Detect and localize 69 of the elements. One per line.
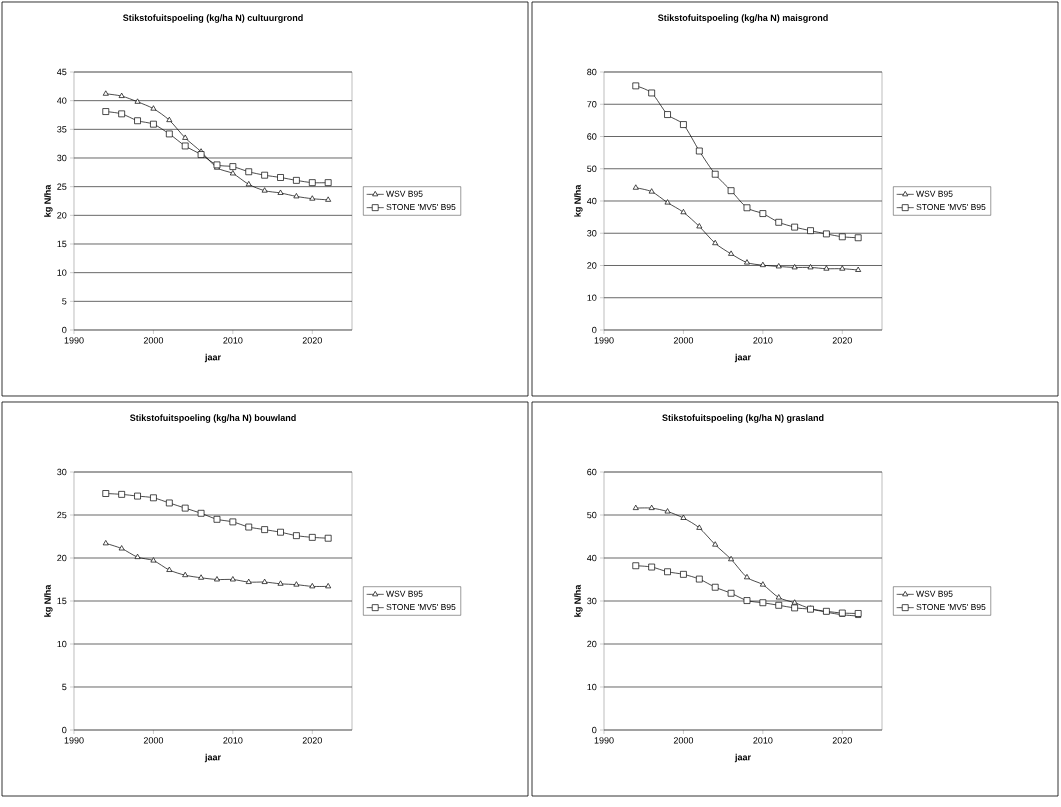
y-tick-label: 0 [62, 726, 67, 734]
legend-label: STONE 'MV5' B95 [386, 604, 456, 611]
y-tick-label: 50 [587, 165, 597, 172]
x-axis-title: jaar [204, 753, 221, 763]
y-axis-title: kg N/ha [574, 584, 583, 617]
y-tick-label: 30 [587, 230, 597, 237]
y-tick-label: 40 [587, 197, 597, 205]
y-tick-label: 20 [587, 640, 597, 648]
legend-label: WSV B95 [916, 590, 953, 597]
chart-title: Stikstofuitspoeling (kg/ha N) grasland [662, 414, 824, 423]
y-tick-label: 60 [587, 133, 597, 140]
legend-label: STONE 'MV5' B95 [916, 604, 986, 611]
y-tick-label: 30 [57, 154, 67, 162]
y-tick-label: 45 [56, 68, 67, 76]
y-tick-label: 20 [57, 212, 67, 219]
y-tick-label: 5 [62, 298, 67, 305]
y-tick-label: 10 [587, 294, 597, 301]
chart-title: Stikstofuitspoeling (kg/ha N) bouwland [130, 414, 296, 423]
y-tick-label: 5 [62, 683, 67, 691]
x-axis-title: jaar [734, 753, 751, 763]
chart-title: Stikstofuitspoeling (kg/ha N) maisgrond [658, 14, 828, 23]
x-tick-label: 2010 [753, 737, 773, 744]
legend-label: STONE 'MV5' B95 [386, 204, 456, 211]
x-tick-label: 2010 [223, 337, 243, 344]
y-axis-title: kg N/ha [44, 584, 53, 617]
x-tick-label: 1990 [64, 737, 84, 744]
x-tick-label: 2000 [673, 337, 694, 344]
x-tick-label: 2020 [302, 337, 322, 344]
legend-label: STONE 'MV5' B95 [916, 204, 986, 211]
y-tick-label: 80 [587, 68, 597, 76]
y-tick-label: 10 [57, 269, 67, 276]
x-tick-label: 2010 [223, 737, 243, 744]
legend-label: WSV B95 [916, 190, 953, 197]
legend-label: WSV B95 [386, 590, 423, 597]
y-tick-label: 10 [57, 640, 67, 648]
y-tick-label: 40 [587, 554, 597, 562]
x-tick-label: 2010 [753, 337, 773, 344]
y-tick-label: 10 [587, 683, 597, 691]
chart-title: Stikstofuitspoeling (kg/ha N) cultuurgrond [123, 14, 303, 23]
y-tick-label: 0 [592, 326, 597, 334]
x-tick-label: 2000 [143, 737, 164, 744]
y-tick-label: 20 [587, 262, 597, 269]
y-tick-label: 30 [57, 468, 67, 476]
y-tick-label: 15 [57, 240, 67, 248]
y-tick-label: 0 [62, 326, 67, 334]
x-tick-label: 2020 [832, 737, 852, 744]
y-tick-label: 0 [592, 726, 597, 734]
y-tick-label: 35 [57, 126, 67, 133]
x-tick-label: 1990 [594, 737, 614, 744]
y-tick-label: 30 [587, 597, 597, 605]
y-axis-title: kg N/ha [44, 184, 53, 217]
y-tick-label: 40 [56, 97, 67, 104]
x-tick-label: 1990 [64, 337, 84, 344]
x-tick-label: 2020 [302, 737, 322, 744]
x-tick-label: 2000 [143, 337, 164, 344]
x-tick-label: 2000 [673, 737, 694, 744]
y-tick-label: 60 [587, 468, 597, 476]
x-axis-title: jaar [734, 353, 751, 363]
x-axis-title: jaar [204, 353, 221, 363]
x-tick-label: 2020 [832, 337, 852, 344]
y-tick-label: 20 [57, 554, 67, 562]
y-tick-label: 50 [587, 511, 597, 519]
y-axis-title: kg N/ha [574, 184, 583, 217]
y-tick-label: 15 [57, 597, 67, 605]
y-tick-label: 70 [587, 101, 597, 108]
y-tick-label: 25 [57, 511, 67, 519]
x-tick-label: 1990 [594, 337, 614, 344]
y-tick-label: 25 [57, 183, 67, 190]
legend-label: WSV B95 [386, 190, 423, 197]
